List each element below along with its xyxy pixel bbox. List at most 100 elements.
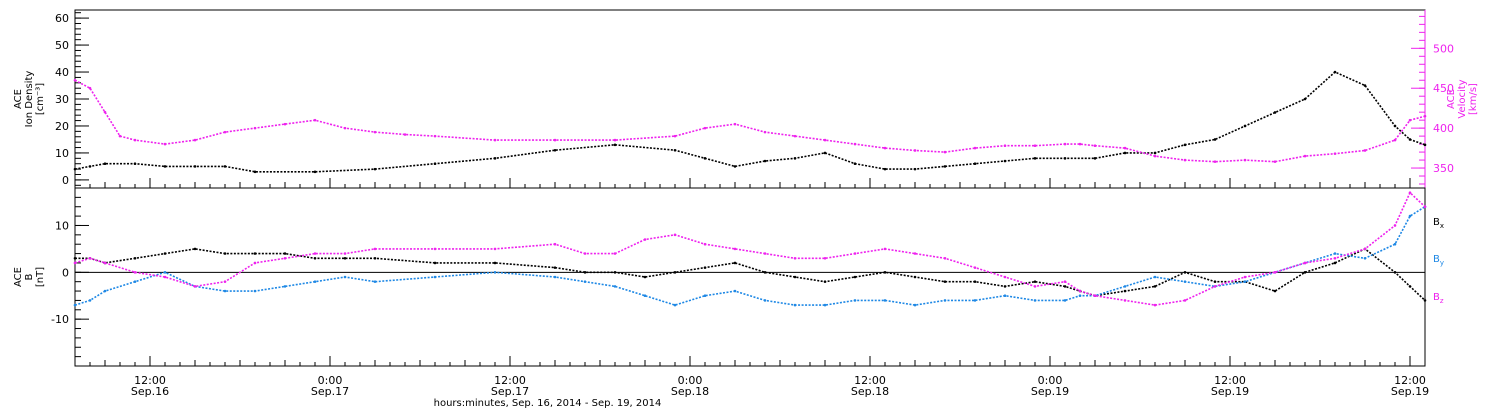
data-point (733, 261, 737, 265)
legend-Bx: Bx (1433, 217, 1444, 230)
data-point (133, 162, 137, 166)
data-point (613, 285, 617, 288)
data-point (163, 252, 167, 255)
data-point (1183, 271, 1187, 274)
y-axis-label: [nT] (35, 267, 46, 287)
data-point (73, 78, 77, 82)
data-point (433, 134, 437, 138)
data-point (1333, 256, 1337, 260)
data-point (223, 289, 227, 293)
data-point (733, 122, 737, 126)
data-point (103, 289, 107, 293)
data-point (1003, 285, 1007, 288)
right-axis-label: Velocity (1457, 79, 1468, 118)
series-p1-1-line (74, 79, 1426, 163)
data-point (73, 167, 77, 171)
x-axis-label: hours:minutes, Sep. 16, 2014 - Sep. 19, … (434, 398, 662, 409)
data-point (1153, 154, 1157, 158)
data-point (1333, 152, 1337, 155)
data-point (88, 299, 92, 302)
data-point (1078, 294, 1082, 298)
data-point (733, 289, 737, 293)
data-point (1033, 157, 1037, 160)
data-point (253, 252, 257, 255)
right-tick-label: 350 (1433, 162, 1454, 175)
data-point (943, 280, 947, 283)
right-axis-label: [km/s] (1468, 83, 1479, 115)
data-point (1243, 280, 1247, 283)
data-point (1153, 285, 1157, 288)
data-point (793, 275, 797, 279)
x-tick-time: 12:00 (134, 374, 166, 387)
data-point (313, 252, 317, 255)
data-point (793, 134, 797, 138)
x-tick-date: Sep.18 (851, 385, 889, 398)
data-point (223, 252, 227, 255)
x-tick-time: 12:00 (494, 374, 526, 387)
data-point (643, 294, 647, 298)
data-point (118, 134, 122, 138)
x-tick-time: 12:00 (1214, 374, 1246, 387)
data-point (763, 299, 767, 302)
data-point (193, 285, 197, 288)
data-point (1123, 146, 1127, 150)
data-point (1063, 142, 1067, 146)
series-Bx-line (75, 248, 1426, 301)
data-point (973, 280, 977, 283)
data-point (793, 303, 797, 307)
data-point (1408, 214, 1412, 218)
data-point (1213, 160, 1217, 163)
data-point (163, 142, 167, 146)
data-point (703, 294, 707, 298)
data-point (763, 252, 767, 255)
x-tick-date: Sep.17 (311, 385, 349, 398)
data-point (703, 266, 707, 269)
data-point (493, 138, 497, 142)
data-point (943, 150, 947, 154)
data-point (1408, 285, 1412, 288)
data-point (793, 157, 797, 160)
data-point (583, 252, 587, 255)
data-point (1303, 154, 1307, 158)
x-tick-time: 0:00 (1038, 374, 1063, 387)
data-point (733, 165, 737, 168)
data-point (223, 280, 227, 283)
data-point (403, 133, 407, 136)
data-point (1273, 289, 1277, 293)
data-point (1153, 151, 1157, 155)
data-point (1033, 299, 1037, 302)
data-point (73, 256, 77, 260)
data-point (943, 299, 947, 302)
data-point (1303, 261, 1307, 265)
data-point (253, 261, 257, 265)
data-point (853, 299, 857, 302)
data-point (1063, 299, 1067, 302)
data-point (1303, 97, 1307, 101)
data-point (1333, 261, 1337, 265)
data-point (1333, 252, 1337, 255)
data-point (1123, 289, 1127, 293)
data-point (883, 247, 887, 251)
data-point (193, 138, 197, 142)
y-axis-label: B (24, 273, 35, 280)
data-point (943, 165, 947, 168)
data-point (613, 252, 617, 255)
data-point (253, 289, 257, 293)
data-point (1213, 138, 1217, 141)
data-point (343, 252, 347, 255)
data-point (73, 303, 77, 307)
data-point (163, 165, 167, 168)
data-point (613, 138, 617, 142)
data-point (883, 299, 887, 302)
data-point (1408, 118, 1412, 122)
data-point (1243, 158, 1247, 162)
data-point (1183, 158, 1187, 162)
data-point (493, 261, 497, 265)
right-tick-label: 500 (1433, 42, 1454, 55)
data-point (733, 247, 737, 251)
data-point (1033, 285, 1037, 288)
y-tick-label: 50 (55, 39, 69, 52)
y-tick-label: -10 (51, 313, 69, 326)
data-point (313, 118, 317, 122)
